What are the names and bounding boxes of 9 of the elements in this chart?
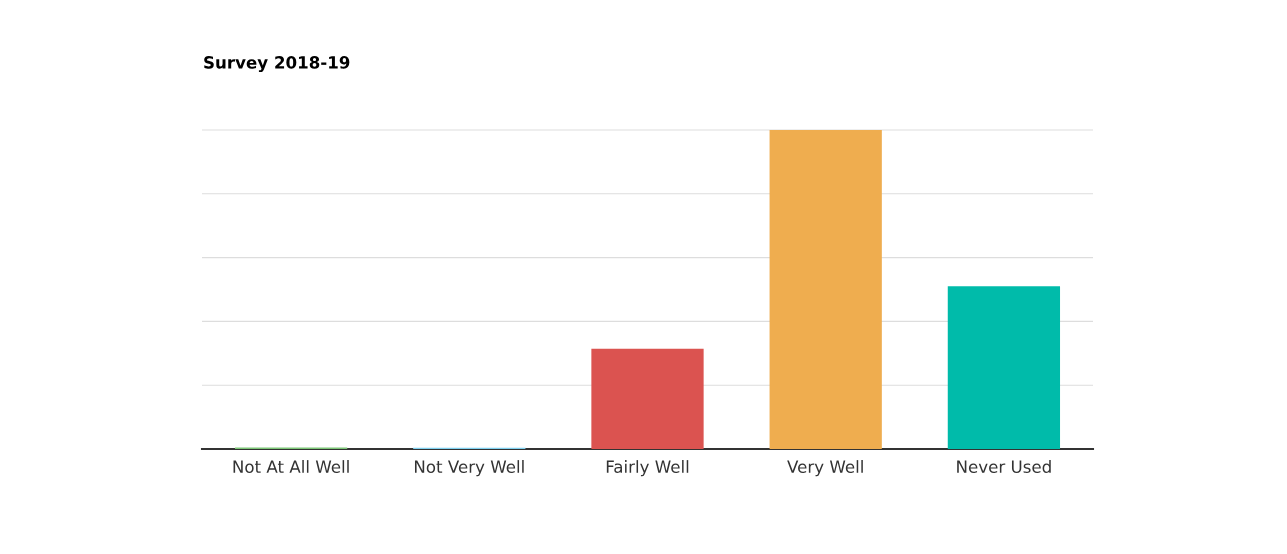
x-tick-label: Not At All Well xyxy=(233,460,349,474)
bar xyxy=(769,129,882,449)
x-tick-label: Not Very Well xyxy=(414,460,524,477)
x-tick-label: Fairly Well xyxy=(606,460,689,477)
bar xyxy=(947,286,1061,449)
bar xyxy=(591,348,704,449)
chart-title: Survey 2018-19 xyxy=(204,56,350,73)
x-tick-label: Very Well xyxy=(787,460,863,477)
x-tick-label: Never Used xyxy=(957,460,1051,474)
